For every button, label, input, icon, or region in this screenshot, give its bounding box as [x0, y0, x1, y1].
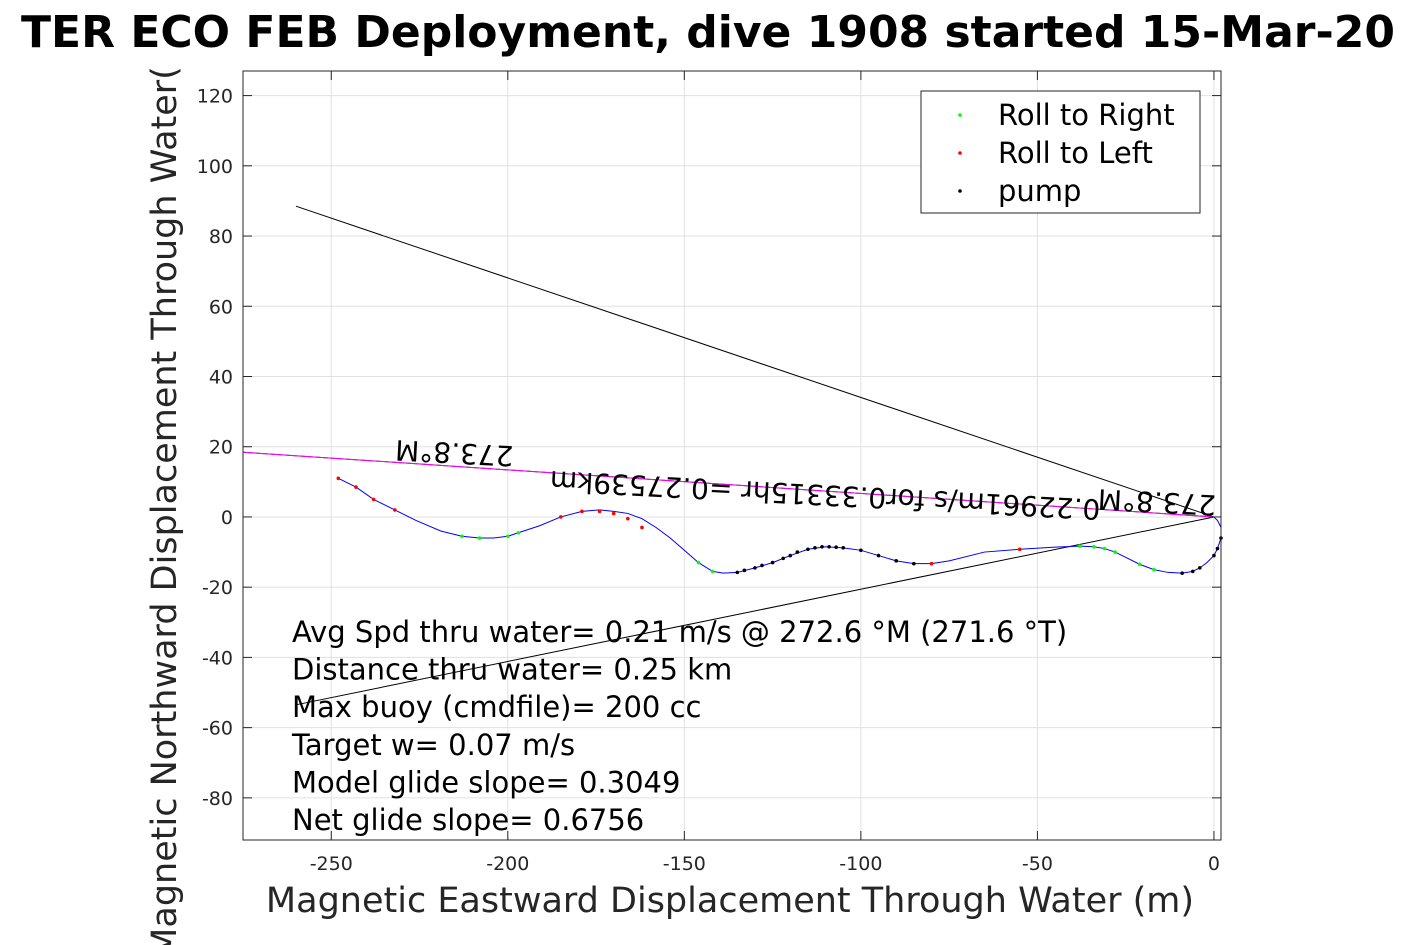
pump-point: [1198, 566, 1202, 570]
heading-annotation: 273.8°M: [1097, 482, 1217, 521]
heading-annotation: 273.8°M: [394, 433, 514, 472]
legend-box: [920, 90, 1201, 214]
pump-point: [827, 544, 831, 549]
y-tick-label: -20: [202, 577, 233, 599]
y-tick-label: -60: [202, 718, 233, 740]
roll-left-point: [611, 511, 616, 516]
roll-left-point: [1017, 547, 1022, 552]
y-tick-label: -80: [202, 788, 233, 810]
roll-left-point: [597, 509, 602, 514]
legend-marker-roll-left: [958, 151, 962, 155]
stat-line: Avg Spd thru water= 0.21 m/s @ 272.6 °M …: [292, 615, 1067, 649]
pump-point: [795, 550, 800, 554]
roll-right-point: [1113, 550, 1117, 554]
roll-left-point: [640, 525, 644, 530]
roll-left-point: [929, 561, 934, 566]
stats-block: Avg Spd thru water= 0.21 m/s @ 272.6 °M …: [291, 615, 1067, 837]
pump-point: [1180, 571, 1184, 575]
pump-point: [859, 548, 863, 553]
y-axis-label: Magnetic Northward Displacement Through …: [145, 66, 185, 945]
roll-right-point: [477, 536, 482, 540]
stat-line: Distance thru water= 0.25 km: [292, 653, 732, 687]
pump-point: [806, 547, 810, 552]
pump-point: [1215, 546, 1220, 551]
x-axis-label: Magnetic Eastward Displacement Through W…: [266, 881, 1194, 921]
pump-point: [753, 566, 757, 570]
reference-line: [243, 451, 1214, 518]
roll-right-point: [516, 530, 521, 535]
y-tick-label: 20: [209, 437, 233, 459]
roll-right-point: [1152, 567, 1156, 572]
roll-left-point: [393, 508, 397, 512]
y-tick-label: 100: [197, 156, 233, 178]
pump-point: [876, 553, 881, 558]
roll-left-point: [336, 476, 341, 481]
plot-frame: [242, 70, 1222, 841]
reference-line: [295, 516, 1215, 706]
roll-right-point: [460, 534, 464, 539]
x-tick-label: -250: [310, 853, 353, 875]
pump-point: [770, 560, 775, 565]
reference-line: [295, 205, 1215, 518]
pump-point: [841, 546, 846, 550]
y-tick-label: 0: [221, 507, 233, 529]
legend-label-roll-right: Roll to Right: [998, 98, 1175, 132]
roll-right-point: [1092, 544, 1096, 549]
roll-right-point: [1102, 546, 1107, 551]
x-tick-label: -150: [663, 853, 706, 875]
pump-point: [912, 561, 916, 566]
pump-point: [760, 563, 764, 568]
pump-point: [788, 553, 793, 558]
y-tick-label: 120: [197, 86, 233, 108]
y-tick-label: 60: [209, 296, 233, 318]
chart-title: TER ECO FEB Deployment, dive 1908 starte…: [21, 7, 1395, 58]
stat-line: Target w= 0.07 m/s: [291, 728, 575, 762]
roll-right-point: [710, 569, 715, 574]
pump-point: [735, 570, 740, 575]
roll-left-point: [580, 509, 584, 514]
legend-label-pump: pump: [998, 174, 1081, 208]
y-tick-label: 80: [209, 226, 233, 248]
pump-point: [820, 544, 824, 549]
legend-marker-roll-right: [958, 113, 962, 117]
roll-left-point: [626, 516, 630, 521]
x-tick-label: -100: [839, 853, 882, 875]
stat-line: Max buoy (cmdfile)= 200 cc: [292, 690, 701, 724]
axis-ticks: -250 -200 -150 -100 -50 0-80-60-40-2002040608…: [197, 71, 1221, 875]
x-tick-label: 0: [1208, 853, 1220, 875]
legend-marker-pump: [958, 189, 962, 193]
x-tick-label: -200: [486, 853, 529, 875]
pump-point: [834, 545, 838, 549]
roll-right-point: [1077, 544, 1082, 548]
roll-right-point: [506, 534, 510, 539]
legend: Roll to Right Roll to Left pump: [920, 90, 1201, 214]
pump-point: [894, 559, 898, 563]
stat-line: Model glide slope= 0.3049: [292, 765, 680, 799]
roll-left-point: [354, 485, 358, 489]
roll-right-point: [696, 560, 701, 565]
reference-lines: [243, 205, 1215, 706]
roll-left-point: [558, 515, 563, 519]
pump-point: [1190, 569, 1195, 574]
y-tick-label: 40: [209, 366, 233, 388]
points-group: [336, 476, 1223, 575]
pump-point: [813, 546, 817, 550]
roll-right-point: [1137, 562, 1142, 567]
pump-point: [1212, 553, 1216, 558]
stat-line: Net glide slope= 0.6756: [292, 803, 644, 837]
roll-left-point: [371, 497, 376, 502]
y-tick-label: -40: [202, 647, 233, 669]
pump-point: [781, 556, 785, 561]
grid-lines: [243, 71, 1221, 840]
x-tick-label: -50: [1022, 853, 1053, 875]
pump-point: [742, 568, 747, 573]
legend-label-roll-left: Roll to Left: [998, 136, 1153, 170]
